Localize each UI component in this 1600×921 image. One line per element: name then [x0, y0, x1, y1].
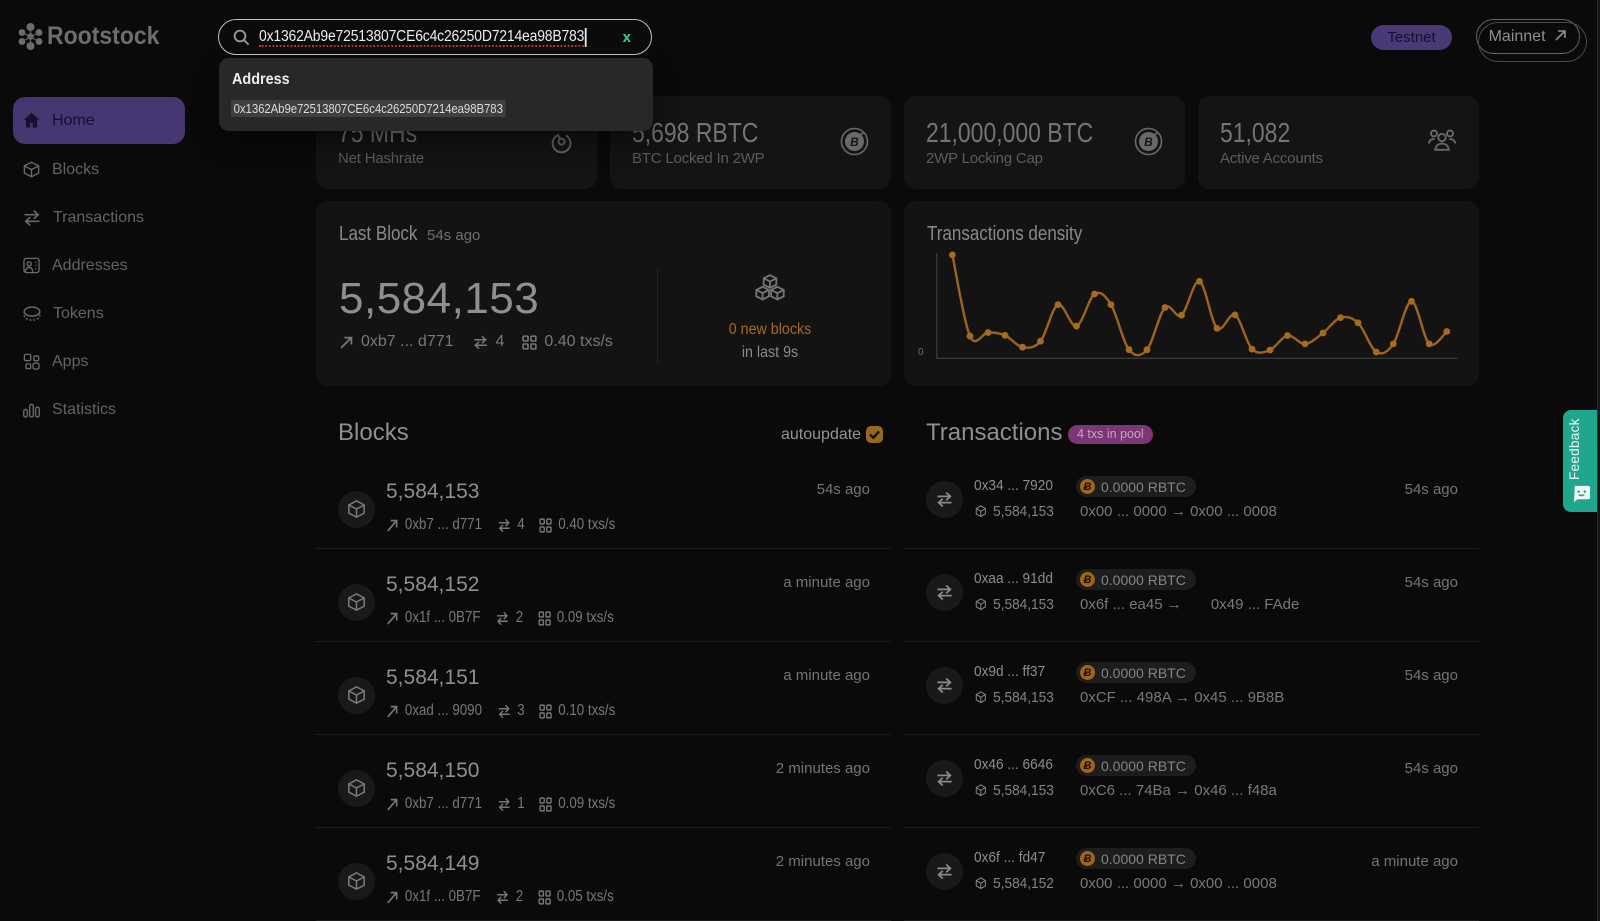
svg-text:B: B [850, 135, 859, 149]
svg-text:B: B [1144, 135, 1153, 149]
